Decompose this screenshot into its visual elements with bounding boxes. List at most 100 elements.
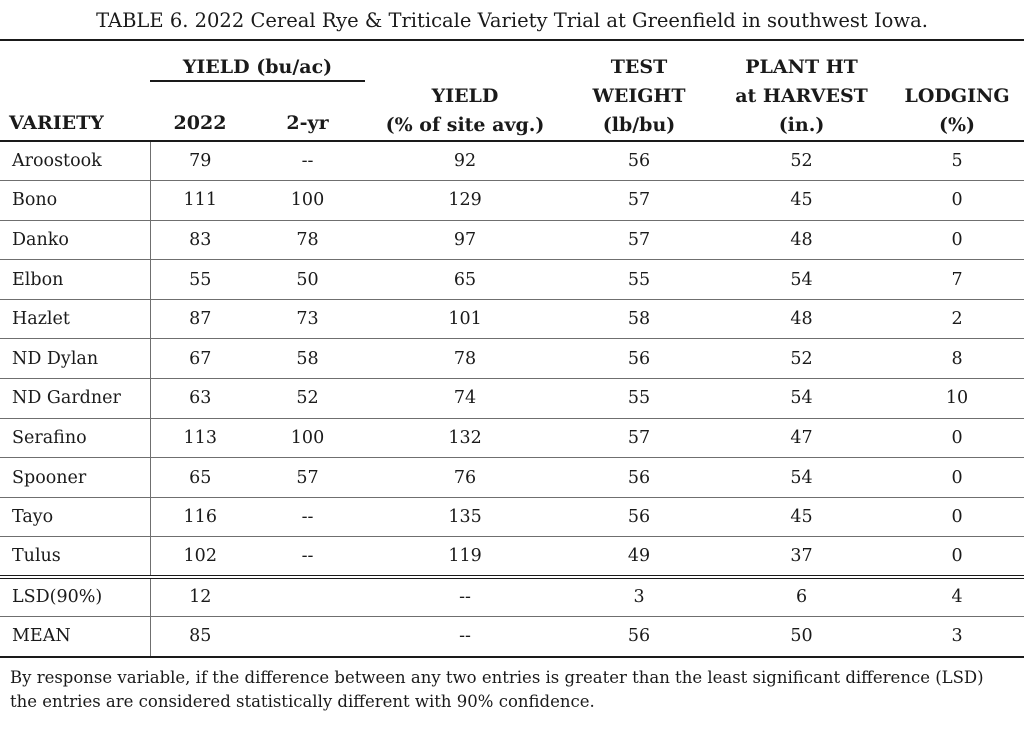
yield-2yr-cell: --	[250, 536, 366, 579]
plant-height-cell: 50	[713, 616, 891, 658]
lodging-cell: 0	[890, 220, 1024, 261]
table-row: Serafino 113 100 132 57 47 0	[0, 418, 1024, 459]
variety-cell: Hazlet	[0, 299, 151, 340]
lodging-header-line1: LODGING	[904, 85, 1010, 107]
table-header: YIELD (bu/ac) YIELD (% of site avg.) TES…	[0, 41, 1024, 141]
test-weight-cell: 56	[565, 616, 714, 658]
variety-cell: Spooner	[0, 457, 151, 498]
plant-height-header-line3: (in.)	[778, 114, 825, 136]
plant-height-cell: 6	[713, 576, 891, 618]
lodging-cell: 2	[890, 299, 1024, 340]
table-row: Tulus 102 -- 119 49 37 0	[0, 536, 1024, 579]
footnote: By response variable, if the difference …	[10, 667, 984, 711]
plant-height-cell: 48	[713, 220, 891, 261]
variety-cell: ND Gardner	[0, 378, 151, 419]
variety-cell: Tayo	[0, 497, 151, 538]
lodging-cell: 0	[890, 457, 1024, 498]
plant-height-cell: 47	[713, 418, 891, 459]
test-weight-cell: 56	[565, 141, 714, 182]
variety-cell: Bono	[0, 180, 151, 221]
yield-pct-cell: 76	[365, 457, 566, 498]
yield-2yr-cell: 73	[250, 299, 366, 340]
plant-height-header-line1: PLANT HT	[745, 56, 858, 78]
summary-row: MEAN 85 -- 56 50 3	[0, 616, 1024, 658]
yield-2022-cell: 116	[150, 497, 250, 538]
variety-cell: Danko	[0, 220, 151, 261]
yield-2yr-cell: --	[250, 497, 366, 538]
table-row: ND Gardner 63 52 74 55 54 10	[0, 378, 1024, 419]
plant-height-cell: 48	[713, 299, 891, 340]
table-row: Spooner 65 57 76 56 54 0	[0, 457, 1024, 498]
test-weight-cell: 56	[565, 457, 714, 498]
yield-2yr-header: 2-yr	[286, 112, 329, 134]
lodging-cell: 3	[890, 616, 1024, 658]
yield-2yr-cell: 57	[250, 457, 366, 498]
plant-height-cell: 45	[713, 497, 891, 538]
table-title: TABLE 6. 2022 Cereal Rye & Triticale Var…	[0, 0, 1024, 41]
lodging-cell: 4	[890, 576, 1024, 618]
test-weight-cell: 56	[565, 497, 714, 538]
yield-pct-cell: --	[365, 616, 566, 658]
yield-2yr-cell	[250, 616, 366, 658]
plant-height-header-line2: at HARVEST	[735, 85, 868, 107]
lodging-cell: 8	[890, 338, 1024, 380]
variety-trial-table: YIELD (bu/ac) YIELD (% of site avg.) TES…	[0, 41, 1024, 658]
plant-height-cell: 52	[713, 338, 891, 380]
yield-pct-cell: 74	[365, 378, 566, 419]
test-weight-cell: 57	[565, 220, 714, 261]
yield-2022-cell: 79	[150, 141, 250, 182]
yield-pct-cell: --	[365, 576, 566, 618]
yield-2022-header: 2022	[173, 112, 227, 134]
lodging-cell: 0	[890, 180, 1024, 221]
test-weight-cell: 57	[565, 180, 714, 221]
test-weight-cell: 3	[565, 576, 714, 618]
test-weight-cell: 58	[565, 299, 714, 340]
yield-2022-cell: 102	[150, 536, 250, 579]
yield-group-header: YIELD (bu/ac)	[150, 41, 366, 82]
yield-pct-header-line1: YIELD	[431, 85, 499, 107]
yield-2022-cell: 65	[150, 457, 250, 498]
variety-cell: LSD(90%)	[0, 576, 151, 618]
variety-cell: Aroostook	[0, 141, 151, 182]
plant-height-cell: 37	[713, 536, 891, 579]
variety-header: VARIETY	[9, 112, 104, 134]
yield-2022-cell: 67	[150, 338, 250, 380]
yield-2022-cell: 85	[150, 616, 250, 658]
test-weight-cell: 49	[565, 536, 714, 579]
test-weight-cell: 57	[565, 418, 714, 459]
table-row: Danko 83 78 97 57 48 0	[0, 220, 1024, 261]
plant-height-cell: 45	[713, 180, 891, 221]
table-row: Hazlet 87 73 101 58 48 2	[0, 299, 1024, 340]
lodging-cell: 0	[890, 497, 1024, 538]
lodging-cell: 7	[890, 259, 1024, 300]
yield-2022-cell: 113	[150, 418, 250, 459]
lodging-cell: 10	[890, 378, 1024, 419]
variety-cell: Tulus	[0, 536, 151, 579]
yield-2022-cell: 55	[150, 259, 250, 300]
yield-group-label: YIELD (bu/ac)	[182, 56, 333, 78]
variety-cell: ND Dylan	[0, 338, 151, 380]
yield-pct-cell: 119	[365, 536, 566, 579]
plant-height-cell: 54	[713, 259, 891, 300]
test-weight-header-line2: WEIGHT	[592, 85, 686, 107]
header-spacer	[0, 41, 150, 82]
yield-2022-cell: 63	[150, 378, 250, 419]
yield-2022-cell: 87	[150, 299, 250, 340]
variety-cell: Elbon	[0, 259, 151, 300]
test-weight-cell: 56	[565, 338, 714, 380]
test-weight-cell: 55	[565, 259, 714, 300]
lodging-cell: 5	[890, 141, 1024, 182]
yield-2yr-cell: 50	[250, 259, 366, 300]
lodging-header: LODGING (%)	[890, 41, 1024, 141]
table-row: ND Dylan 67 58 78 56 52 8	[0, 338, 1024, 380]
yield-2yr-cell: --	[250, 141, 366, 182]
lodging-cell: 0	[890, 418, 1024, 459]
yield-group-underline	[150, 80, 366, 82]
test-weight-header: TEST WEIGHT (lb/bu)	[565, 41, 713, 141]
table-row: Elbon 55 50 65 55 54 7	[0, 259, 1024, 300]
plant-height-cell: 54	[713, 457, 891, 498]
plant-height-cell: 54	[713, 378, 891, 419]
yield-pct-cell: 135	[365, 497, 566, 538]
yield-pct-cell: 101	[365, 299, 566, 340]
